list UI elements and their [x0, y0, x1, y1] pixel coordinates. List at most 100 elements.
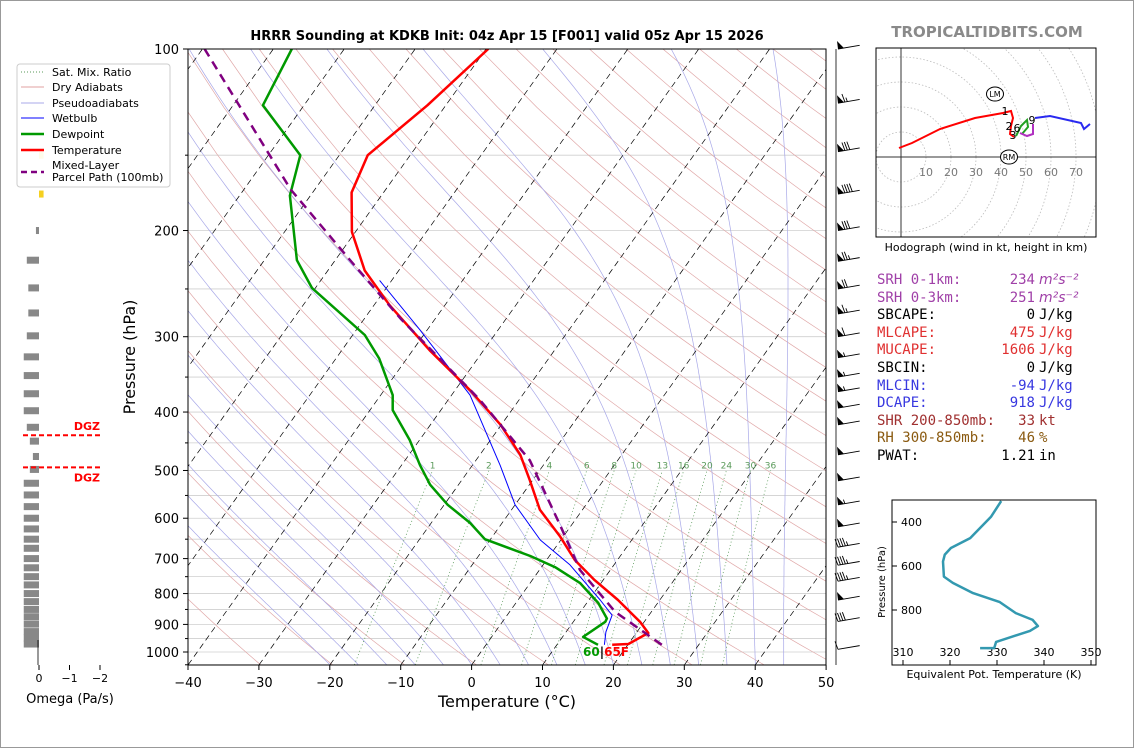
- isotherm-line: [188, 49, 345, 269]
- barb-flag: [837, 305, 844, 314]
- barb-staff: [837, 226, 860, 231]
- barb-full: [841, 537, 846, 547]
- barb-full: [841, 142, 846, 151]
- wind-barb: [837, 592, 860, 601]
- dry-adiabat-line: [258, 49, 826, 544]
- barb-full: [843, 220, 848, 230]
- wind-barb: [837, 327, 860, 338]
- stat-unit: kt: [1039, 412, 1056, 429]
- barb-staff: [837, 257, 860, 262]
- barb-flag: [837, 472, 844, 481]
- mixing-ratio-label: 30: [745, 461, 757, 471]
- series-dewpoint: [261, 49, 609, 646]
- barb-full: [841, 612, 846, 621]
- stat-label: SBCIN:: [877, 359, 928, 376]
- isotherm-line: [188, 49, 416, 368]
- hodograph-height-label: 9: [1029, 114, 1036, 127]
- theta-e-x-tick-label: 310: [893, 646, 914, 659]
- omega-bar: [29, 437, 39, 445]
- pseudoadiabat-line: [250, 49, 643, 665]
- y-axis-label: Pressure (hPa): [120, 300, 139, 415]
- hodograph-ring-label: 60: [1044, 166, 1058, 179]
- dry-adiabat-line: [188, 350, 549, 665]
- dry-adiabat-line: [188, 472, 405, 665]
- pseudoadiabat-line: [188, 259, 529, 665]
- omega-bar: [23, 544, 39, 552]
- dry-adiabat-line: [515, 49, 826, 303]
- hodograph-ring-label: 50: [1019, 166, 1033, 179]
- mixing-ratio-line: [700, 470, 751, 665]
- omega-bar: [28, 309, 39, 317]
- hodograph: 10 20 30 40 50 60 70 1 2 639 LM RM: [876, 48, 1096, 237]
- barb-staff: [837, 189, 860, 195]
- barb-full: [841, 184, 846, 194]
- stat-unit: J/kg: [1039, 307, 1073, 324]
- x-axis-label: Temperature (°C): [437, 692, 576, 711]
- barb-full: [839, 556, 844, 565]
- omega-bar: [26, 256, 39, 264]
- x-tick-label: 10: [534, 676, 551, 691]
- legend-label-temperature: Temperature: [51, 144, 122, 157]
- wind-barb: [837, 496, 860, 506]
- dry-adiabat-line: [188, 170, 765, 665]
- barb-half: [847, 255, 851, 260]
- stat-unit: J/kg: [1039, 395, 1073, 412]
- barb-full: [843, 279, 848, 288]
- legend-label-wetbulb: Wetbulb: [52, 112, 97, 125]
- barb-flag: [837, 41, 844, 49]
- barb-flag: [837, 95, 844, 104]
- stat-label: MUCAPE:: [877, 342, 937, 359]
- storm-motion-label: LM: [989, 90, 1000, 99]
- barb-flag: [837, 446, 844, 455]
- barb-staff: [837, 645, 860, 650]
- series-mixed-layer-parcel-path-mb: [203, 49, 663, 646]
- hodograph-ring-label: 10: [919, 166, 933, 179]
- omega-bar: [23, 620, 39, 628]
- mixing-ratio-label: 4: [546, 461, 552, 471]
- surface-temp-label: 60|65F: [583, 645, 629, 659]
- barb-staff: [837, 522, 860, 528]
- isotherm-line: [471, 168, 826, 665]
- omega-bar: [32, 452, 39, 460]
- barb-flag: [837, 496, 844, 505]
- pseudoadiabat-line: [542, 49, 728, 665]
- y-tick-label: 900: [154, 618, 179, 633]
- hodograph-trace: [1015, 117, 1030, 137]
- pseudoadiabat-line: [188, 463, 387, 665]
- wind-barb: [834, 537, 860, 548]
- pseudoadiabat-line: [422, 49, 699, 665]
- stat-label: SRH 0-3km:: [877, 289, 962, 306]
- theta-e-x-tick-label: 340: [1034, 646, 1055, 659]
- wind-barb: [834, 555, 860, 566]
- barb-flag: [837, 328, 844, 337]
- isotherm-line: [188, 49, 274, 170]
- barb-staff: [837, 284, 860, 290]
- mixing-ratio-line: [603, 470, 663, 665]
- stat-row-mucape: MUCAPE: 1606 J/kg: [877, 342, 1107, 360]
- wind-barb: [837, 369, 860, 378]
- stat-label: PWAT:: [877, 447, 920, 464]
- barb-full: [834, 557, 839, 566]
- barb-staff: [837, 576, 860, 582]
- isotherm-line: [188, 49, 558, 567]
- stat-row-mlcape: MLCAPE: 475 J/kg: [877, 325, 1107, 343]
- barb-half: [845, 97, 848, 102]
- legend-box: [16, 63, 171, 188]
- omega-bar: [23, 479, 39, 487]
- storm-motion-marker: [986, 86, 1004, 102]
- stat-unit: J/kg: [1039, 342, 1073, 359]
- x-tick-label: 20: [605, 676, 622, 691]
- stat-row-sbcin: SBCIN: 0 J/kg: [877, 360, 1107, 378]
- barb-flag: [837, 416, 844, 425]
- omega-bar: [23, 590, 39, 598]
- stat-label: SBCAPE:: [877, 307, 937, 324]
- y-tick-label: 500: [154, 464, 179, 479]
- mixing-ratio-line: [574, 470, 637, 665]
- barb-staff: [837, 450, 860, 456]
- omega-bar: [23, 628, 39, 636]
- dry-adiabat-line: [442, 49, 826, 368]
- omega-bar: [23, 535, 39, 543]
- pseudoadiabat-line: [188, 525, 331, 665]
- barb-full: [841, 279, 846, 288]
- wind-barb: [837, 304, 860, 315]
